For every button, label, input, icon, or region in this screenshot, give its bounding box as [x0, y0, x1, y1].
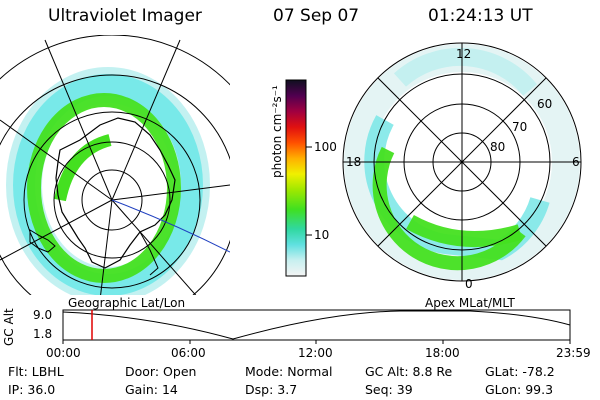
glat-info: GLat: -78.2: [485, 364, 555, 379]
timeline-xtick-1200: 12:00: [298, 346, 333, 360]
mode-info: Mode: Normal: [245, 364, 333, 379]
filter-value: LBHL: [31, 364, 64, 379]
ip-value: 36.0: [27, 382, 56, 397]
glon-value: 99.3: [525, 382, 554, 397]
timeline-xtick-0600: 06:00: [171, 346, 206, 360]
gc-alt-value: 8.8 Re: [412, 364, 453, 379]
polar-mlt-plot: [342, 42, 582, 282]
mode-value: Normal: [287, 364, 333, 379]
mlat-label-80: 80: [490, 140, 506, 154]
mlat-label-60: 60: [537, 97, 553, 111]
filter-info: Flt: LBHL: [8, 364, 64, 379]
glat-value: -78.2: [522, 364, 555, 379]
mlt-label-12: 12: [456, 47, 472, 61]
mlt-label-18: 18: [346, 155, 362, 169]
door-value: Open: [163, 364, 197, 379]
door-info: Door: Open: [125, 364, 197, 379]
timeline-plot: [62, 309, 571, 344]
seq-info: Seq: 39: [365, 382, 413, 397]
mlt-label-6: 6: [572, 155, 580, 169]
dsp-info: Dsp: 3.7: [245, 382, 298, 397]
timeline-ytick-top: 9.0: [33, 308, 53, 322]
timeline-ylabel: GC Alt: [2, 308, 16, 346]
timeline-ytick-bottom: 1.8: [33, 327, 53, 341]
ip-info: IP: 36.0: [8, 382, 56, 397]
instrument-title: Ultraviolet Imager: [48, 6, 202, 26]
mlat-label-70: 70: [512, 120, 528, 134]
geographic-map: [0, 35, 230, 295]
colorbar-unit-label: photon cm⁻²s⁻¹: [270, 85, 284, 178]
geographic-panel-label: Geographic Lat/Lon: [68, 296, 186, 310]
timeline-xtick-1800: 18:00: [425, 346, 460, 360]
colorbar: [285, 79, 312, 277]
gain-value: 14: [161, 382, 178, 397]
gc-alt-info: GC Alt: 8.8 Re: [365, 364, 453, 379]
timeline-xtick-0000: 00:00: [46, 346, 81, 360]
gain-info: Gain: 14: [125, 382, 178, 397]
mlt-label-0: 0: [465, 277, 473, 291]
date-label: 07 Sep 07: [273, 6, 360, 26]
colorbar-tick-10: 10: [314, 228, 330, 242]
dsp-value: 3.7: [277, 382, 298, 397]
glon-info: GLon: 99.3: [485, 382, 554, 397]
apex-panel-label: Apex MLat/MLT: [425, 296, 515, 310]
seq-value: 39: [396, 382, 413, 397]
timeline-xtick-2359: 23:59: [556, 346, 591, 360]
time-label: 01:24:13 UT: [428, 6, 533, 26]
colorbar-tick-100: 100: [314, 140, 337, 154]
